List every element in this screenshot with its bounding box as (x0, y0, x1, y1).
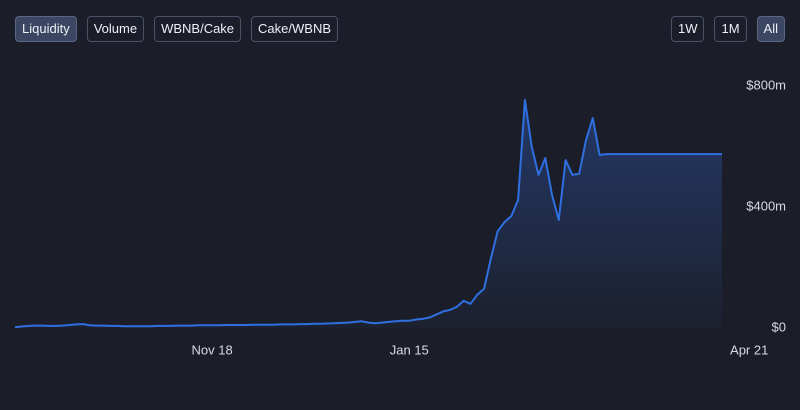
x-tick-label: Apr 21 (730, 342, 768, 357)
range-button[interactable]: 1W (670, 16, 705, 42)
range-button[interactable]: 1M (714, 16, 747, 42)
tab-button[interactable]: Liquidity (15, 16, 77, 42)
tab-button[interactable]: Volume (86, 16, 145, 42)
y-tick-label: $800m (746, 77, 786, 92)
area (15, 99, 722, 329)
range-group: 1W 1M All (670, 16, 785, 42)
x-tick-label: Jan 15 (390, 342, 429, 357)
x-tick-label: Nov 18 (192, 342, 233, 357)
tab-button[interactable]: WBNB/Cake (154, 16, 242, 42)
tab-button[interactable]: Cake/WBNB (251, 16, 339, 42)
range-button[interactable]: All (756, 16, 785, 42)
y-tick-label: $400m (746, 198, 786, 213)
y-tick-label: $0 (772, 319, 786, 334)
line (14, 98, 722, 329)
tab-group: Liquidity Volume WBNB/Cake Cake/WBNB (15, 16, 339, 42)
